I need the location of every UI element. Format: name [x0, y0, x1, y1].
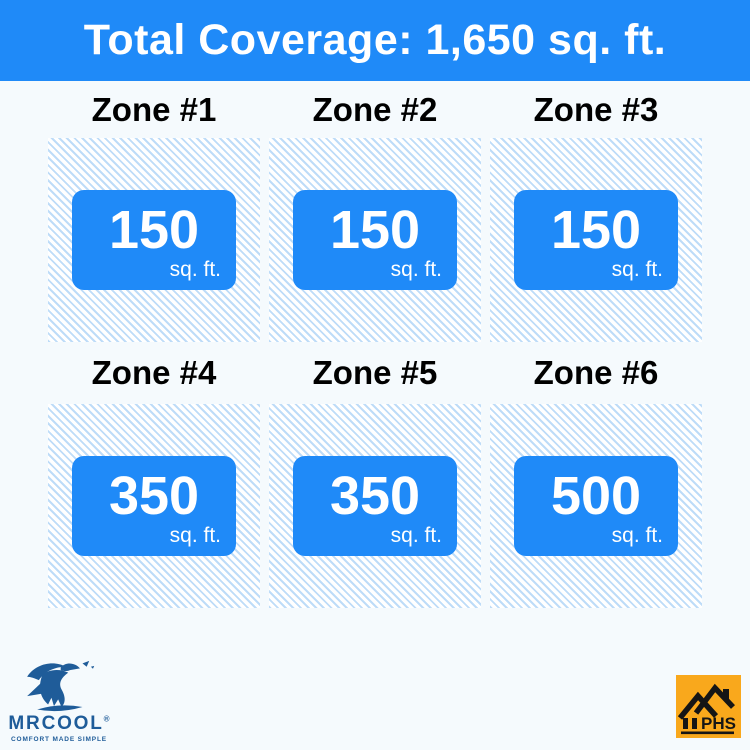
zone-6-card: 500 sq. ft.	[514, 456, 678, 556]
zone-4-coverage-area: 350 sq. ft.	[48, 404, 260, 608]
zone-4-value: 350	[108, 466, 200, 527]
zone-4-label: Zone #4	[91, 354, 217, 391]
zone-3: Zone #3 150 sq. ft.	[490, 81, 702, 342]
registered-mark: ®	[103, 714, 110, 724]
total-coverage-banner: Total Coverage: 1,650 sq. ft.	[0, 0, 750, 81]
zone-5-coverage-area: 350 sq. ft.	[269, 404, 481, 608]
zone-3-card: 150 sq. ft.	[514, 190, 678, 290]
mrcool-tagline: COMFORT MADE SIMPLE	[11, 736, 107, 743]
zone-2-label: Zone #2	[312, 90, 438, 128]
phs-house-icon: PHS	[676, 675, 741, 738]
total-coverage-title: Total Coverage: 1,650 sq. ft.	[83, 16, 667, 64]
mrcool-name: MRCOOL	[8, 713, 104, 734]
zone-6-label: Zone #6	[533, 354, 659, 391]
zone-6-coverage-area: 500 sq. ft.	[490, 404, 702, 608]
zone-2-unit: sq. ft.	[390, 257, 442, 281]
zone-4-card: 350 sq. ft.	[72, 456, 236, 556]
phs-name: PHS	[701, 714, 736, 733]
zone-3-label: Zone #3	[533, 90, 659, 128]
zone-4: Zone #4 350 sq. ft.	[48, 342, 260, 608]
phs-logo: PHS	[676, 675, 741, 743]
zone-5-unit: sq. ft.	[390, 523, 442, 547]
zone-2: Zone #2 150 sq. ft.	[269, 81, 481, 342]
zone-6: Zone #6 500 sq. ft.	[490, 342, 702, 608]
zones-grid: Zone #1 150 sq. ft. Zone #2 150 sq. ft. …	[0, 81, 750, 608]
zone-3-unit: sq. ft.	[611, 257, 663, 281]
zone-5-value: 350	[329, 466, 421, 527]
zone-1: Zone #1 150 sq. ft.	[48, 81, 260, 342]
zone-2-value: 150	[329, 200, 421, 261]
zone-5: Zone #5 350 sq. ft.	[269, 342, 481, 608]
zone-5-label: Zone #5	[312, 354, 438, 391]
mrcool-logo: MRCOOL® COMFORT MADE SIMPLE	[8, 660, 110, 743]
zone-1-value: 150	[108, 200, 200, 261]
zone-6-unit: sq. ft.	[611, 523, 663, 547]
zone-1-card: 150 sq. ft.	[72, 190, 236, 290]
zone-3-value: 150	[550, 200, 642, 261]
zone-4-unit: sq. ft.	[169, 523, 221, 547]
zone-6-value: 500	[550, 466, 642, 527]
zone-2-coverage-area: 150 sq. ft.	[269, 138, 481, 342]
zone-3-coverage-area: 150 sq. ft.	[490, 138, 702, 342]
zone-1-label: Zone #1	[91, 90, 217, 128]
zone-1-coverage-area: 150 sq. ft.	[48, 138, 260, 342]
zone-2-card: 150 sq. ft.	[293, 190, 457, 290]
mrcool-penguin-icon	[27, 660, 95, 712]
zone-5-card: 350 sq. ft.	[293, 456, 457, 556]
mrcool-wordmark: MRCOOL®	[8, 714, 110, 733]
zone-1-unit: sq. ft.	[169, 257, 221, 281]
